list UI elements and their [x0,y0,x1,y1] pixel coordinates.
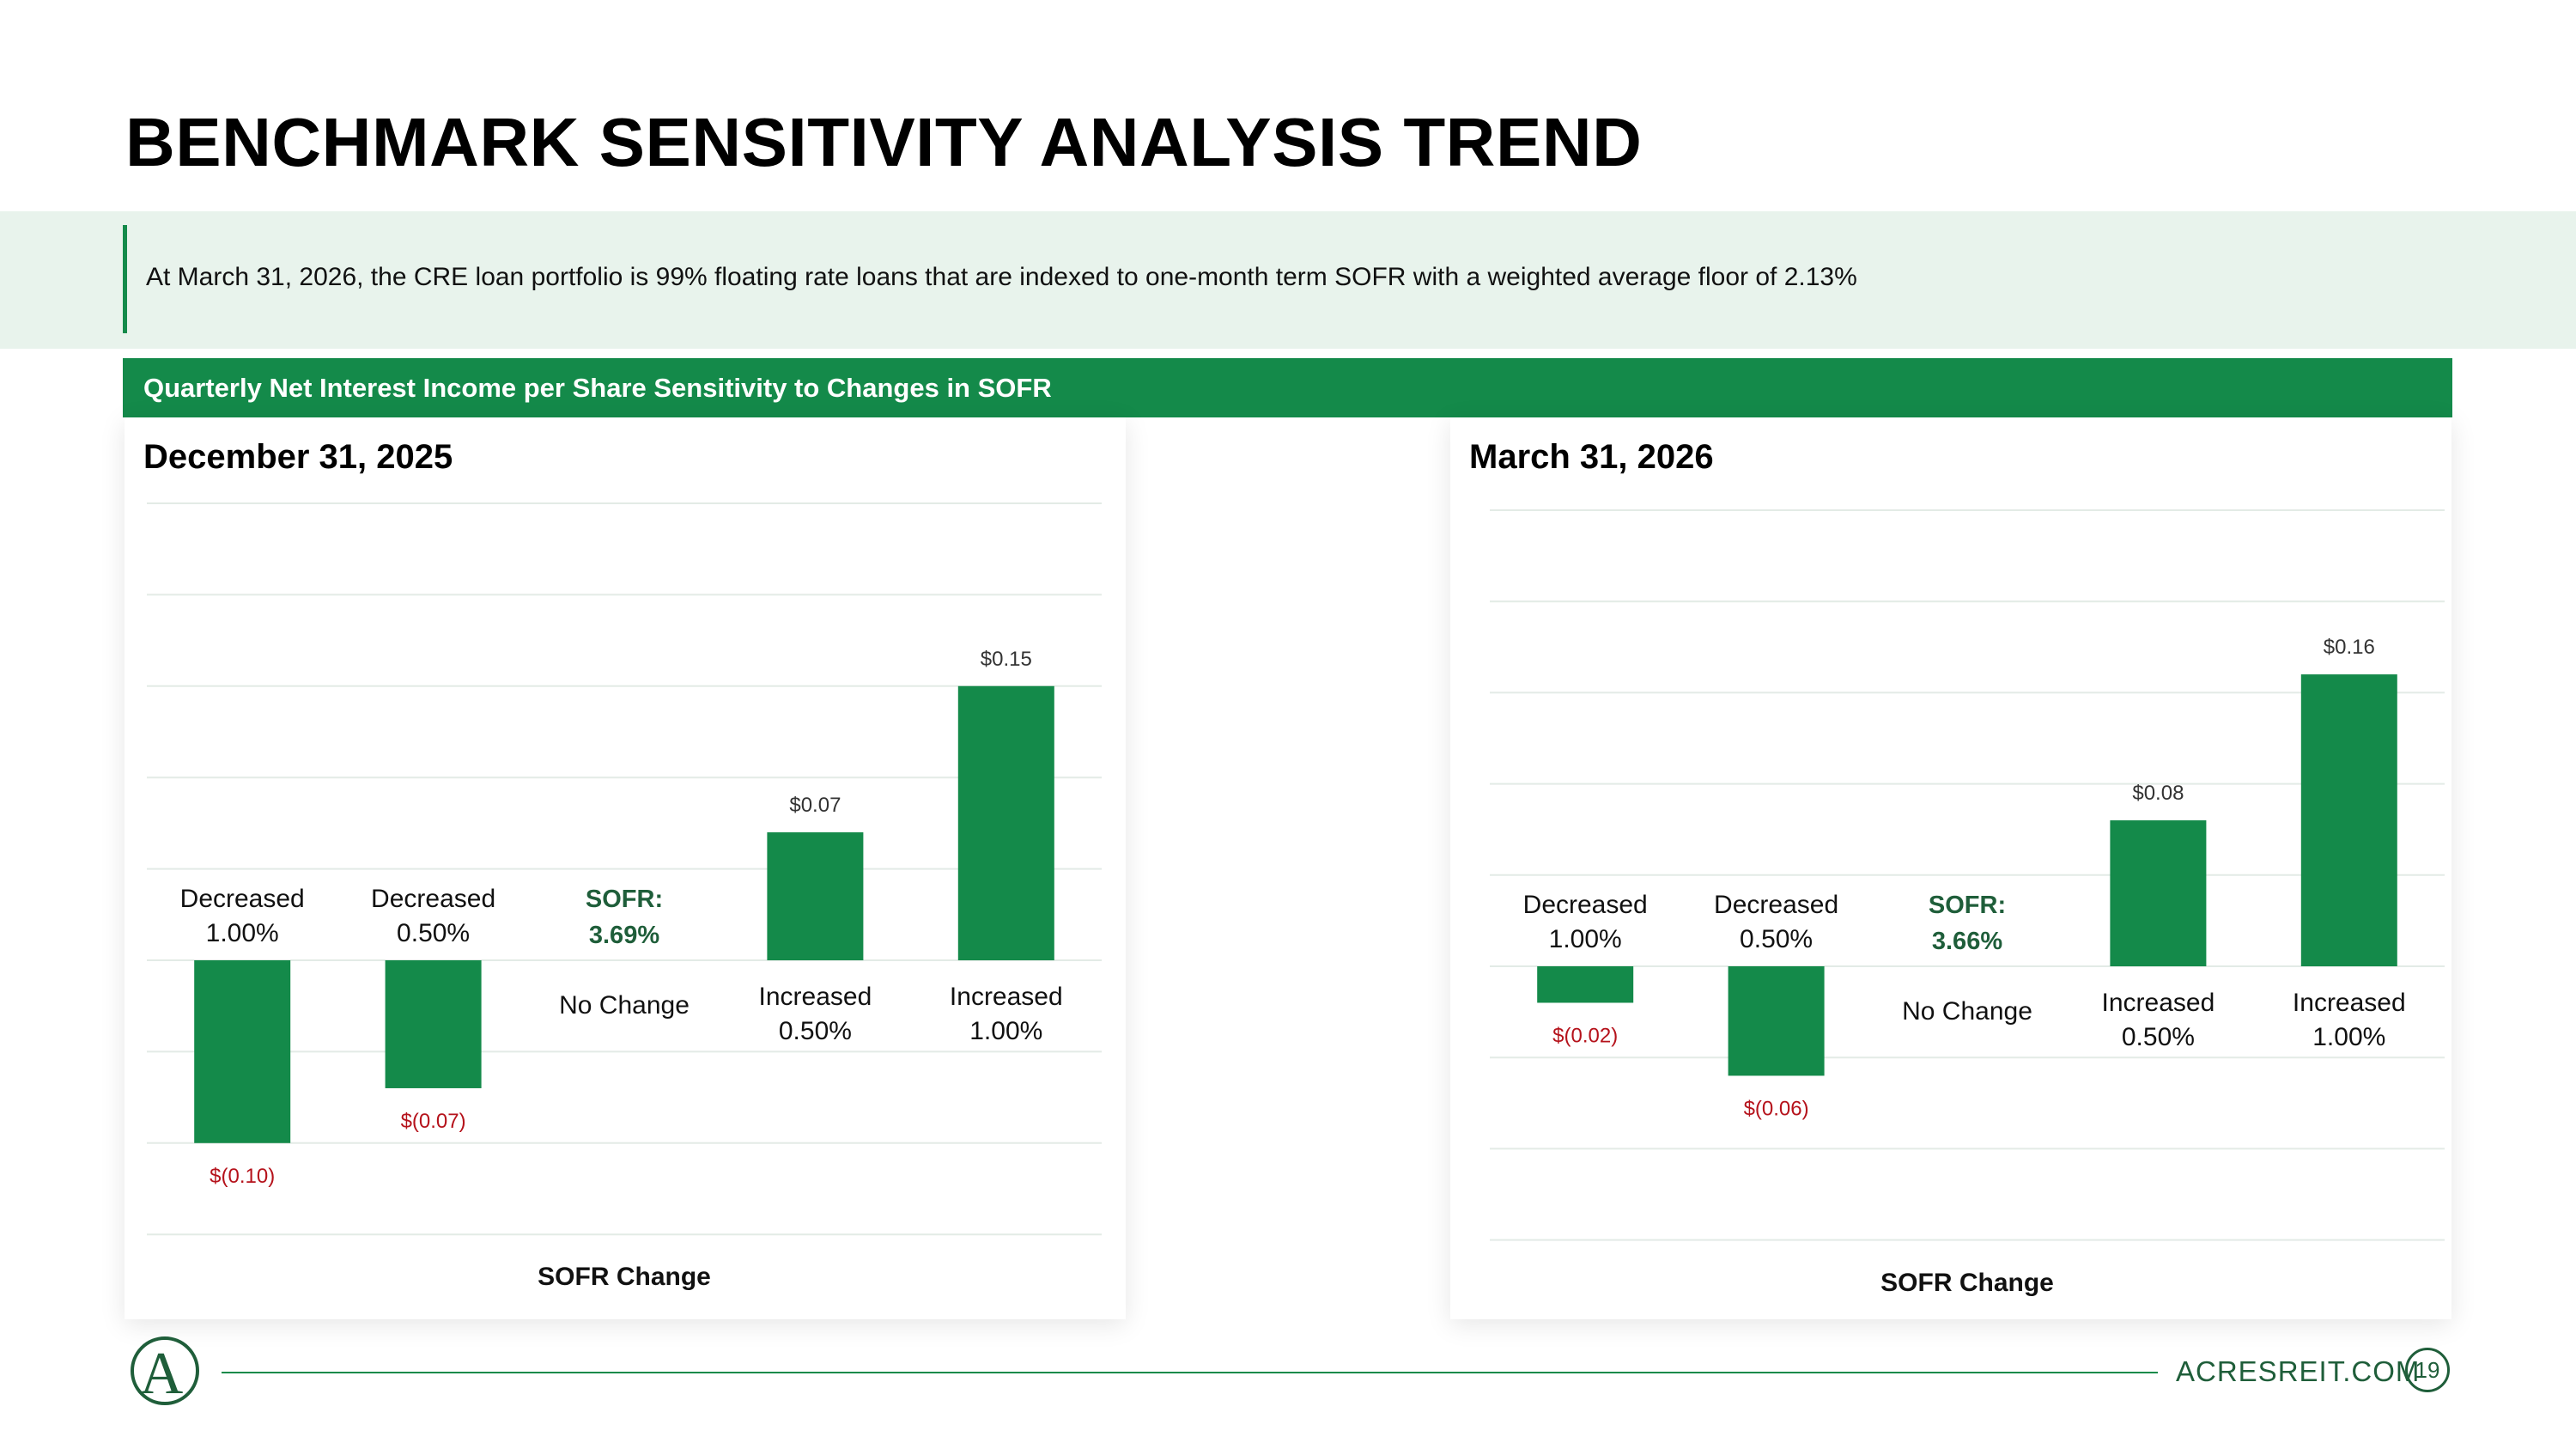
chart-title: March 31, 2026 [1469,438,1714,476]
category-label: Decreased [180,885,305,913]
category-label: No Change [559,991,690,1020]
chart-panel-dec-2025: December 31, 2025 $(0.10) Decreased 1.00% $… [125,417,1126,1319]
sofr-note: SOFR: [1929,892,2006,919]
data-label: $(0.02) [1552,1024,1618,1047]
sofr-note: 3.66% [1932,928,2002,955]
x-axis-title: SOFR Change [1880,1269,2054,1297]
section-header-bar: Quarterly Net Interest Income per Share … [123,358,2452,417]
sofr-note: 3.69% [589,922,659,949]
category-label: Decreased [1714,891,1838,919]
category-label: Increased [950,983,1063,1011]
bar [957,685,1054,960]
category-label: 1.00% [206,919,279,947]
footer-website-link[interactable]: ACRESREIT.COM [2176,1355,2421,1387]
category-label: No Change [1902,997,2032,1026]
bar [1537,966,1634,1003]
category-label: 1.00% [1549,925,1622,953]
data-label: $(0.07) [401,1110,466,1133]
intro-text: At March 31, 2026, the CRE loan portfoli… [146,263,1857,291]
category-label: Decreased [371,885,495,913]
bar [1728,966,1825,1076]
category-label: Increased [2102,989,2215,1017]
section-title: Quarterly Net Interest Income per Share … [143,373,1052,403]
category-label: 1.00% [969,1017,1042,1045]
page-number: 19 [2405,1348,2450,1392]
data-label: $0.08 [2132,782,2184,805]
svg-text:A: A [140,1341,184,1407]
sofr-note: SOFR: [586,886,663,913]
bar [2110,820,2207,966]
data-label: $0.16 [2324,636,2375,659]
category-label: Increased [759,983,872,1011]
chart-svg: $(0.02) Decreased 1.00% $(0.06) Decreased 0.5… [1490,509,2445,1297]
footer-rule [222,1372,2158,1373]
category-label: 0.50% [1740,925,1813,953]
category-label: Decreased [1523,891,1648,919]
bar [767,832,864,960]
acres-logo-mark: A [131,1336,199,1407]
x-axis-title: SOFR Change [538,1263,711,1291]
category-label: 0.50% [2122,1023,2195,1051]
data-label: $0.07 [789,794,841,817]
intro-accent-rule [123,225,127,333]
chart-panel-mar-2026: March 31, 2026 $(0.02) Decreased 1.00% $(0.… [1450,417,2451,1319]
bar [2300,674,2397,966]
data-label: $(0.06) [1744,1097,1809,1120]
acres-logo: A [120,1331,203,1418]
category-label: 0.50% [779,1017,852,1045]
chart-svg: $(0.10) Decreased 1.00% $(0.07) Decreased 0.5… [147,502,1102,1291]
bar [194,960,291,1143]
category-label: 0.50% [397,919,470,947]
bar [385,960,482,1088]
data-label: $0.15 [981,648,1032,671]
intro-band: At March 31, 2026, the CRE loan portfoli… [0,211,2576,349]
category-label: Increased [2293,989,2406,1017]
chart-title: December 31, 2025 [143,438,453,476]
page-title: BENCHMARK SENSITIVITY ANALYSIS TREND [125,104,1643,180]
data-label: $(0.10) [210,1165,275,1188]
category-label: 1.00% [2312,1023,2385,1051]
